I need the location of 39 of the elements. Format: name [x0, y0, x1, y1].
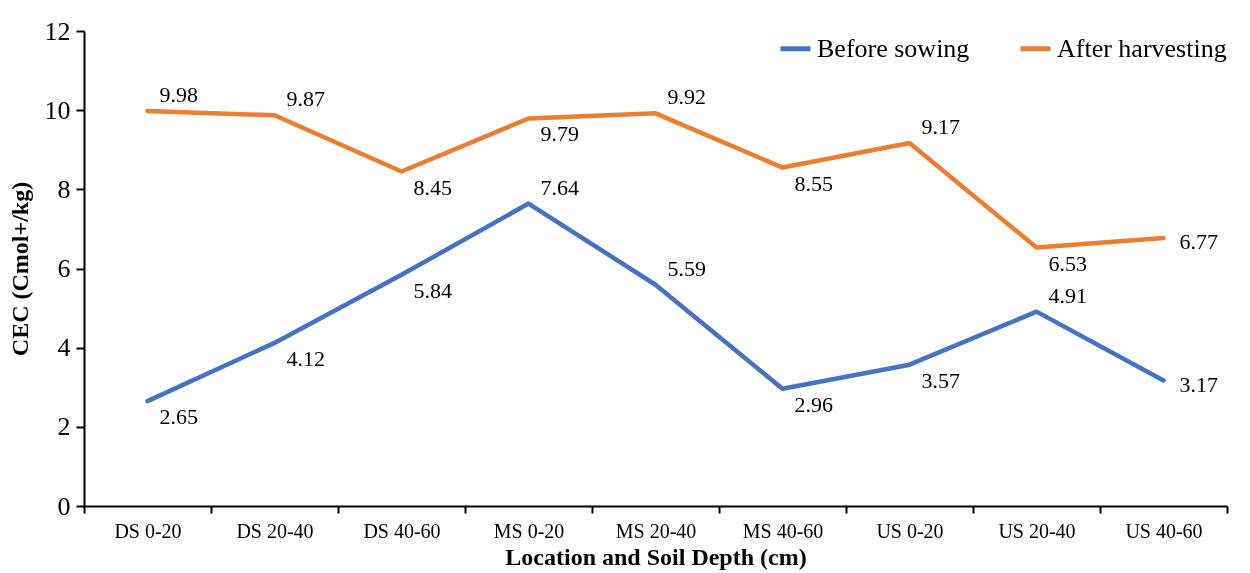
data-label: 7.64: [540, 174, 579, 200]
x-tick-label: MS 20-40: [615, 519, 697, 542]
y-tick-label: 8: [57, 174, 71, 204]
data-label: 3.17: [1179, 371, 1218, 397]
x-tick-label: DS 20-40: [236, 519, 314, 542]
x-tick-label: MS 0-20: [493, 519, 565, 542]
y-tick-label: 12: [44, 16, 71, 46]
data-label: 6.77: [1179, 229, 1218, 255]
x-tick-label: MS 40-60: [742, 519, 824, 542]
legend-label: Before sowing: [817, 33, 970, 63]
x-tick-label: DS 40-60: [363, 519, 441, 542]
y-tick-label: 10: [44, 95, 71, 125]
data-label: 8.55: [794, 170, 833, 196]
data-label: 9.17: [921, 114, 960, 140]
data-label: 2.96: [794, 391, 833, 417]
data-label: 9.92: [667, 84, 706, 110]
x-tick-label: DS 0-20: [114, 519, 182, 542]
data-label: 9.98: [159, 81, 198, 107]
data-label: 4.91: [1048, 282, 1087, 308]
data-label: 4.12: [286, 345, 325, 371]
x-tick-label: US 20-40: [998, 519, 1076, 542]
data-label: 9.79: [540, 121, 579, 147]
y-tick-label: 0: [57, 491, 71, 521]
y-tick-label: 4: [57, 333, 71, 363]
data-label: 2.65: [159, 404, 198, 430]
data-label: 8.45: [413, 174, 452, 200]
x-axis-title: Location and Soil Depth (cm): [505, 543, 807, 570]
y-tick-label: 2: [57, 412, 71, 442]
data-label: 9.87: [286, 86, 325, 112]
data-label: 5.84: [413, 277, 452, 303]
y-tick-label: 6: [57, 254, 71, 283]
data-label: 5.59: [667, 255, 706, 281]
y-axis-title: CEC (Cmol+/kg): [6, 181, 33, 357]
line-series: [145, 108, 1166, 250]
x-tick-label: US 40-60: [1125, 519, 1203, 542]
data-label: 6.53: [1048, 250, 1087, 276]
data-label: 3.57: [921, 367, 960, 393]
x-tick-label: US 0-20: [876, 519, 944, 542]
legend-label: After harvesting: [1057, 33, 1227, 63]
